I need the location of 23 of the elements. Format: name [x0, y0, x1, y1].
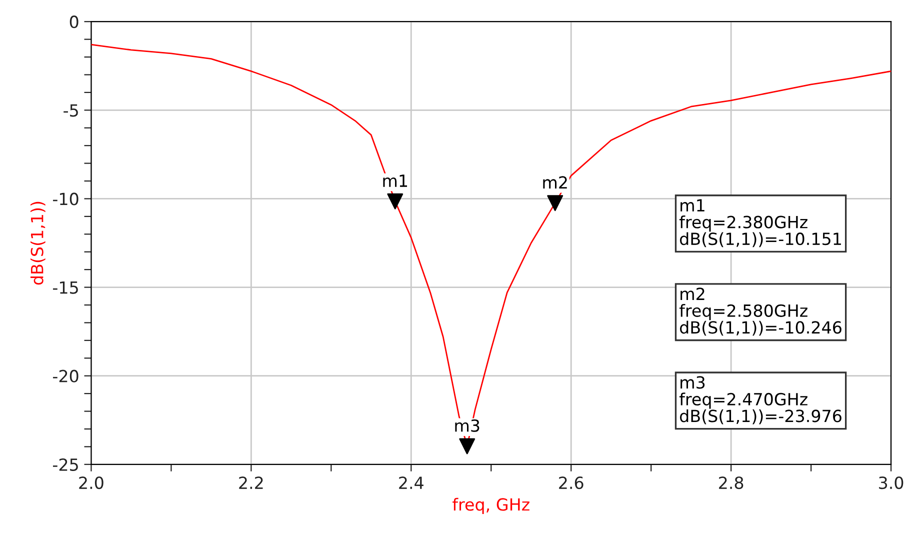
annotation: m2 freq=2.580GHz dB(S(1,1))=-10.246 [679, 288, 842, 336]
x-axis-title: freq, GHz [452, 498, 530, 514]
y-tick-label: -25 [52, 458, 78, 471]
point [547, 195, 564, 212]
annotation: m3 freq=2.470GHz dB(S(1,1))=-23.976 [679, 376, 842, 424]
x-tick-label: 2.4 [399, 476, 424, 489]
y-tick-label: 0 [70, 16, 78, 28]
annotation: m3 [455, 419, 480, 432]
annotation: m1 freq=2.380GHz dB(S(1,1))=-10.151 [679, 199, 841, 248]
point [387, 193, 404, 210]
x-tick-label: 2.6 [559, 476, 584, 490]
y-tick-label: -10 [52, 192, 78, 206]
y-tick-label: -15 [52, 281, 78, 294]
annotation: m2 [543, 176, 567, 188]
y-axis-title: dB(S(1,1)) [30, 202, 46, 285]
x-tick-label: 2.2 [239, 476, 263, 489]
y-tick-label: -20 [52, 370, 78, 382]
x-tick-label: 2.8 [719, 476, 744, 490]
x-tick-label: 3.0 [879, 476, 904, 490]
annotation: m1 [383, 174, 408, 187]
y-tick-label: -5 [64, 104, 78, 117]
x-tick-label: 2.0 [79, 476, 104, 490]
point [459, 438, 476, 454]
